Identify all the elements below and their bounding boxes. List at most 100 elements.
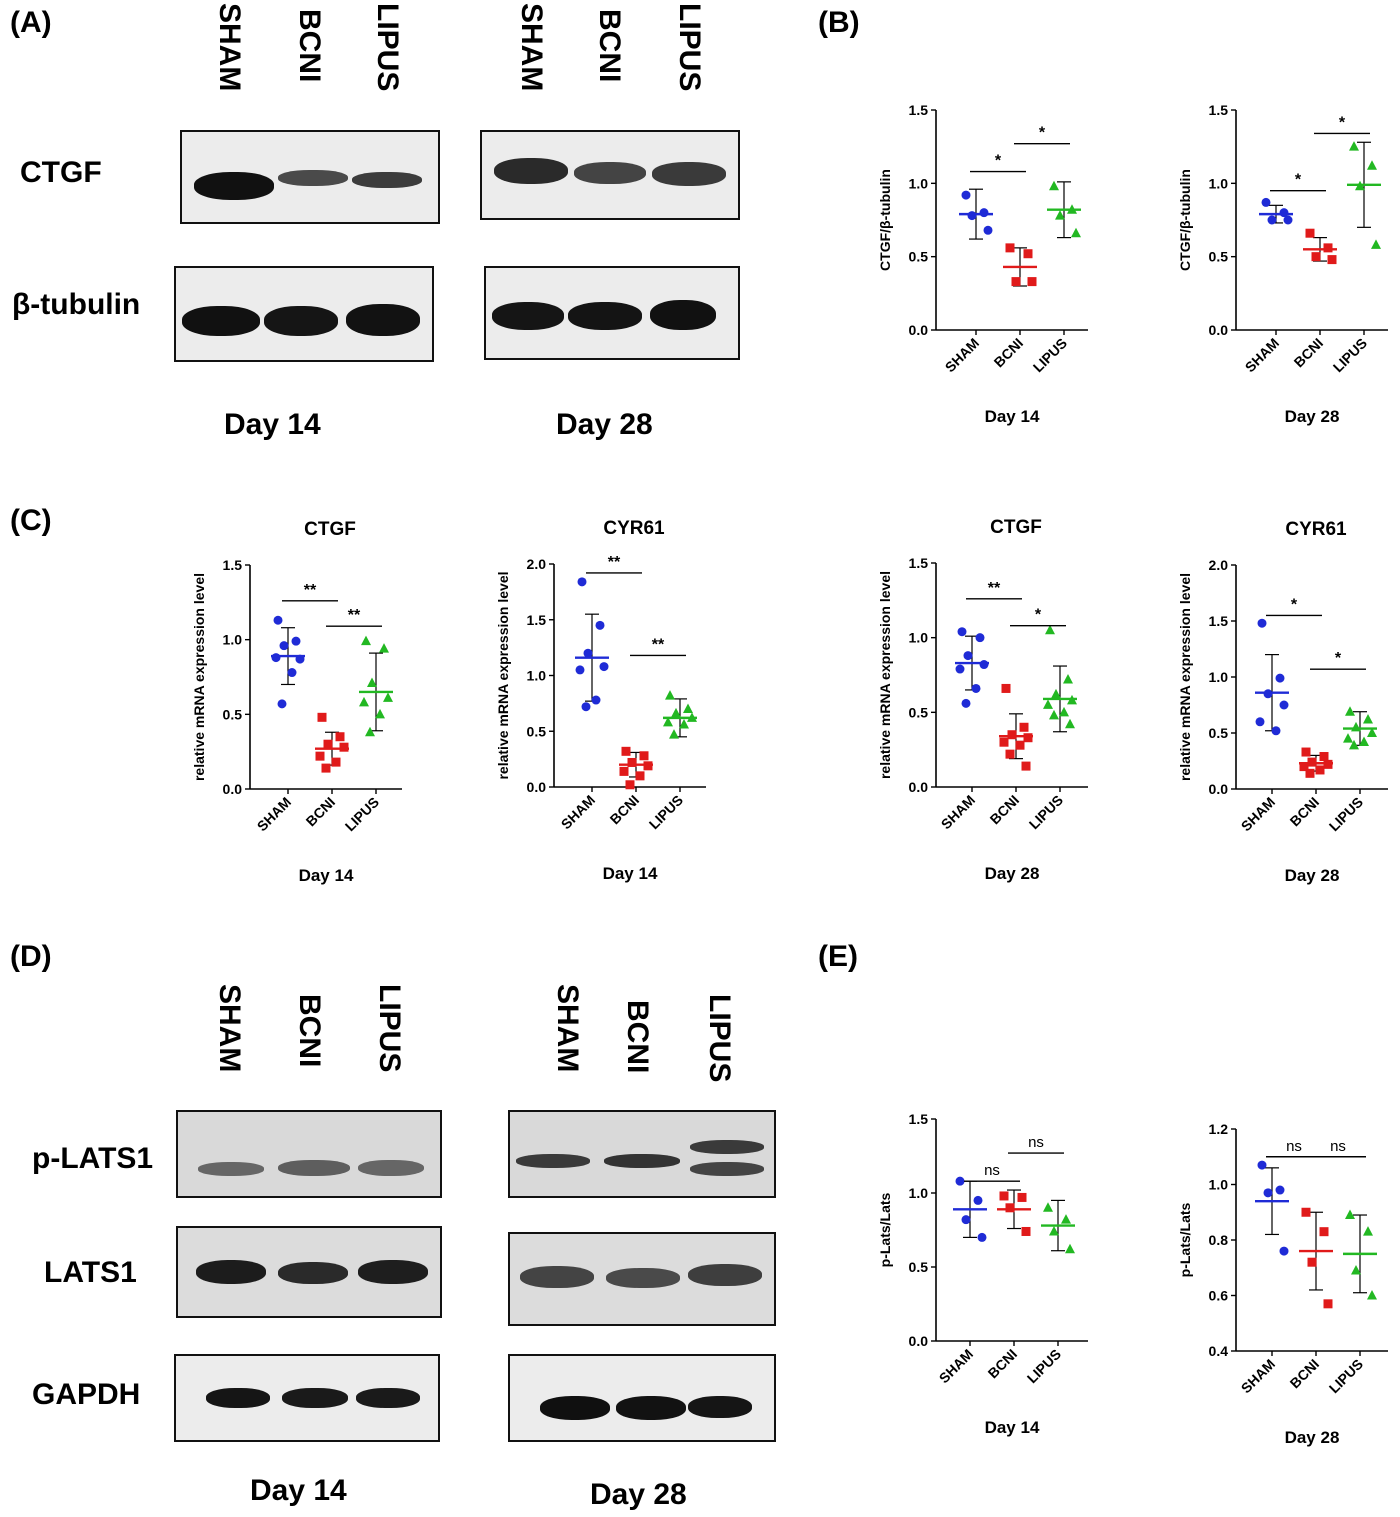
data-point — [1023, 249, 1033, 259]
data-point — [1065, 718, 1075, 729]
data-point — [1327, 255, 1337, 265]
blot-day-label: Day 28 — [590, 1478, 687, 1511]
y-tick-label: 1.5 — [909, 102, 929, 118]
data-point — [963, 651, 973, 661]
data-point — [665, 690, 675, 700]
data-point — [1045, 624, 1055, 635]
x-axis-label: Day 28 — [985, 864, 1040, 883]
blot-plats1-day28 — [508, 1110, 776, 1198]
band — [604, 1154, 680, 1168]
panel-letter-e: (E) — [818, 940, 858, 973]
y-tick-label: 1.0 — [1209, 175, 1229, 191]
data-point — [1283, 215, 1293, 225]
significance-label: ** — [304, 582, 317, 599]
data-point — [273, 615, 283, 625]
data-point — [1049, 1225, 1059, 1236]
y-axis-label: relative mRNA expression level — [877, 571, 893, 779]
band — [652, 162, 726, 186]
data-point — [323, 739, 333, 749]
x-tick-label: BCNI — [987, 792, 1023, 828]
data-point — [379, 643, 389, 653]
data-point — [971, 683, 981, 693]
y-tick-label: 1.5 — [527, 612, 547, 628]
y-tick-label: 0.5 — [909, 1259, 929, 1275]
band — [358, 1260, 428, 1284]
data-point — [331, 757, 341, 767]
y-tick-label: 1.5 — [909, 1111, 929, 1127]
y-tick-label: 0.0 — [909, 322, 929, 338]
data-point — [955, 1176, 965, 1186]
chart-6: 0.0 0.5 1.0 1.5 SHAM BCNI LIPUS Day 14 p-Lats/La… — [877, 1111, 1088, 1437]
data-point — [1315, 765, 1325, 775]
y-axis-label: relative mRNA expression level — [495, 571, 511, 779]
y-tick-label: 1.0 — [909, 630, 929, 646]
y-tick-label: 1.5 — [223, 557, 243, 573]
data-point — [1363, 1226, 1373, 1236]
band — [278, 1160, 350, 1176]
data-point — [291, 636, 301, 646]
x-tick-label: LIPUS — [1326, 1356, 1366, 1396]
data-point — [1307, 1257, 1317, 1267]
data-point — [1349, 739, 1359, 750]
data-point — [591, 695, 601, 705]
y-tick-label: 1.0 — [223, 632, 243, 648]
data-point — [983, 225, 993, 235]
y-tick-label: 0.5 — [1209, 249, 1229, 265]
data-point — [335, 732, 345, 742]
data-point — [1367, 160, 1377, 170]
data-point — [1359, 736, 1369, 746]
band — [494, 158, 568, 184]
data-point — [577, 577, 587, 587]
chart-5: 0.0 0.5 1.0 1.5 2.0 SHAM BCNI LIPUS Day 28 relati… — [1177, 519, 1388, 885]
blot-lats1-day14 — [176, 1226, 442, 1318]
data-point — [975, 633, 985, 643]
blot-tubulin-day14 — [174, 266, 434, 362]
significance-label: ns — [984, 1162, 1000, 1179]
band — [356, 1388, 420, 1408]
significance-label: ns — [1286, 1138, 1302, 1155]
data-point — [315, 751, 325, 761]
data-point — [1021, 1226, 1031, 1236]
y-tick-label: 0.0 — [909, 1333, 929, 1349]
x-axis-label: Day 28 — [1285, 866, 1340, 885]
data-point — [1279, 700, 1289, 710]
data-point — [1051, 688, 1061, 699]
significance-label: ns — [1028, 1134, 1044, 1151]
data-point — [1275, 673, 1285, 683]
y-tick-label: 0.5 — [223, 706, 243, 722]
band — [346, 304, 420, 336]
chart-title: CYR61 — [603, 518, 665, 539]
significance-label: ** — [348, 607, 361, 624]
data-point — [583, 648, 593, 658]
x-tick-label: LIPUS — [1030, 335, 1070, 375]
chart-3: 0.0 0.5 1.0 1.5 2.0 SHAM BCNI LIPUS Day 14 relati… — [495, 518, 706, 883]
x-tick-label: SHAM — [938, 792, 978, 832]
data-point — [383, 692, 393, 702]
data-point — [979, 660, 989, 670]
data-point — [999, 1191, 1009, 1201]
data-point — [671, 707, 681, 718]
significance-label: * — [995, 153, 1002, 170]
data-point — [1319, 752, 1329, 762]
x-tick-label: BCNI — [1287, 794, 1323, 830]
x-tick-label: SHAM — [254, 794, 294, 834]
data-point — [1345, 1209, 1355, 1220]
data-point — [317, 712, 327, 722]
data-point — [957, 627, 967, 637]
data-point — [627, 757, 637, 767]
x-tick-label: LIPUS — [1326, 794, 1366, 834]
data-point — [621, 746, 631, 756]
band — [196, 1260, 266, 1284]
band — [264, 306, 338, 336]
blot-tubulin-day28 — [484, 266, 740, 360]
y-tick-label: 0.0 — [223, 781, 243, 797]
data-point — [1063, 673, 1073, 684]
data-point — [679, 719, 689, 729]
x-tick-label: LIPUS — [646, 792, 686, 832]
significance-label: ** — [608, 554, 621, 571]
data-point — [1043, 1202, 1053, 1212]
x-tick-label: SHAM — [942, 335, 982, 375]
data-point — [1261, 197, 1271, 207]
data-point — [961, 698, 971, 708]
